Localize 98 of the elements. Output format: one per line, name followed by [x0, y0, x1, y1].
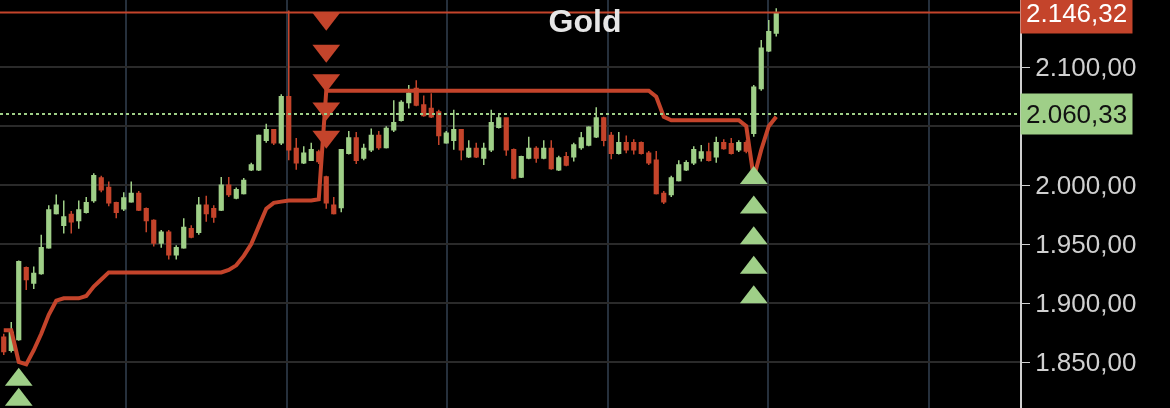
- candlestick: [638, 140, 644, 156]
- y-tick-label: 1.900,00: [1035, 288, 1137, 319]
- ref-line-label: 2.060,33: [1026, 99, 1128, 129]
- candlestick: [83, 196, 89, 215]
- candlestick: [53, 193, 59, 216]
- candlestick: [196, 196, 202, 236]
- candlestick: [301, 145, 307, 165]
- candlestick: [226, 176, 232, 198]
- candlestick: [323, 174, 329, 210]
- candlestick: [578, 131, 584, 151]
- candlestick: [256, 133, 262, 172]
- candlestick: [91, 172, 97, 204]
- y-tick-label: 2.000,00: [1035, 170, 1137, 201]
- candlestick: [571, 141, 577, 163]
- candlestick: [203, 195, 209, 223]
- candlestick: [218, 176, 224, 212]
- candlestick: [188, 224, 194, 239]
- candlestick: [511, 147, 517, 180]
- candlestick: [331, 196, 337, 216]
- candlestick: [698, 144, 704, 163]
- candlestick: [721, 138, 727, 151]
- candlestick: [728, 137, 734, 156]
- candlestick: [376, 130, 382, 151]
- candlestick: [383, 125, 389, 150]
- candlestick: [736, 139, 742, 153]
- candlestick: [106, 180, 112, 208]
- candlestick: [128, 180, 134, 204]
- y-tick-label: 2.100,00: [1035, 52, 1137, 83]
- candlestick: [691, 145, 697, 166]
- candlestick: [31, 265, 37, 290]
- candlestick: [181, 217, 187, 250]
- candlestick: [173, 244, 179, 261]
- candlestick: [421, 94, 427, 118]
- candlestick: [608, 131, 614, 160]
- y-tick-label: 1.850,00: [1035, 347, 1137, 378]
- candlestick: [293, 137, 299, 171]
- candlestick: [466, 139, 472, 159]
- candlestick: [563, 151, 569, 168]
- candlestick: [338, 149, 344, 213]
- candlestick: [473, 141, 479, 159]
- candlestick: [248, 161, 254, 172]
- candlestick: [98, 174, 104, 193]
- candlestick: [436, 108, 442, 146]
- candlestick: [428, 92, 434, 119]
- candlestick: [518, 154, 524, 179]
- candlestick: [166, 229, 172, 261]
- candlestick: [368, 127, 374, 153]
- candlestick: [758, 39, 764, 92]
- candlestick: [676, 159, 682, 183]
- candlestick: [623, 134, 629, 155]
- candlestick: [683, 159, 689, 172]
- candlestick: [233, 186, 239, 201]
- candlestick: [16, 259, 22, 342]
- candlestick: [713, 136, 719, 164]
- candlestick: [766, 19, 772, 53]
- candlestick: [526, 136, 532, 160]
- candlestick: [548, 139, 554, 171]
- candlestick: [458, 128, 464, 162]
- candlestick: [556, 154, 562, 172]
- candlestick: [23, 265, 29, 291]
- ref-line-label: 2.146,32: [1026, 0, 1128, 28]
- candlestick: [503, 117, 509, 157]
- candlestick: [143, 206, 149, 234]
- candlestick: [271, 128, 277, 146]
- candlestick: [646, 150, 652, 166]
- candlestick: [158, 229, 164, 249]
- candlestick: [773, 7, 779, 38]
- candlestick: [541, 139, 547, 160]
- candlestick: [653, 150, 659, 196]
- candlestick: [151, 218, 157, 248]
- candlestick: [481, 141, 487, 166]
- candlestick: [661, 190, 667, 205]
- candlestick: [121, 191, 127, 212]
- candlestick: [406, 84, 412, 110]
- candlestick: [61, 199, 67, 235]
- candlestick: [668, 174, 674, 198]
- candlestick: [46, 204, 52, 250]
- candlestick: [616, 131, 622, 156]
- candlestick: [263, 123, 269, 144]
- candlestick: [631, 138, 637, 156]
- candlestick: [76, 199, 82, 230]
- candlestick: [38, 233, 44, 276]
- candlestick: [1, 332, 7, 356]
- candlestick: [533, 145, 539, 164]
- candlestick: [68, 210, 74, 235]
- candlestick: [353, 131, 359, 165]
- candlestick: [586, 125, 592, 147]
- y-tick-label: 1.950,00: [1035, 229, 1137, 260]
- candlestick: [211, 204, 217, 224]
- candlestick: [346, 130, 352, 156]
- candlestick: [308, 141, 314, 162]
- candlestick: [136, 190, 142, 212]
- candlestick: [361, 143, 367, 162]
- candlestick: [241, 177, 247, 196]
- candlestick: [113, 200, 119, 219]
- chart-title: Gold: [548, 2, 622, 39]
- candlestick: [706, 141, 712, 163]
- candlestick: [601, 115, 607, 147]
